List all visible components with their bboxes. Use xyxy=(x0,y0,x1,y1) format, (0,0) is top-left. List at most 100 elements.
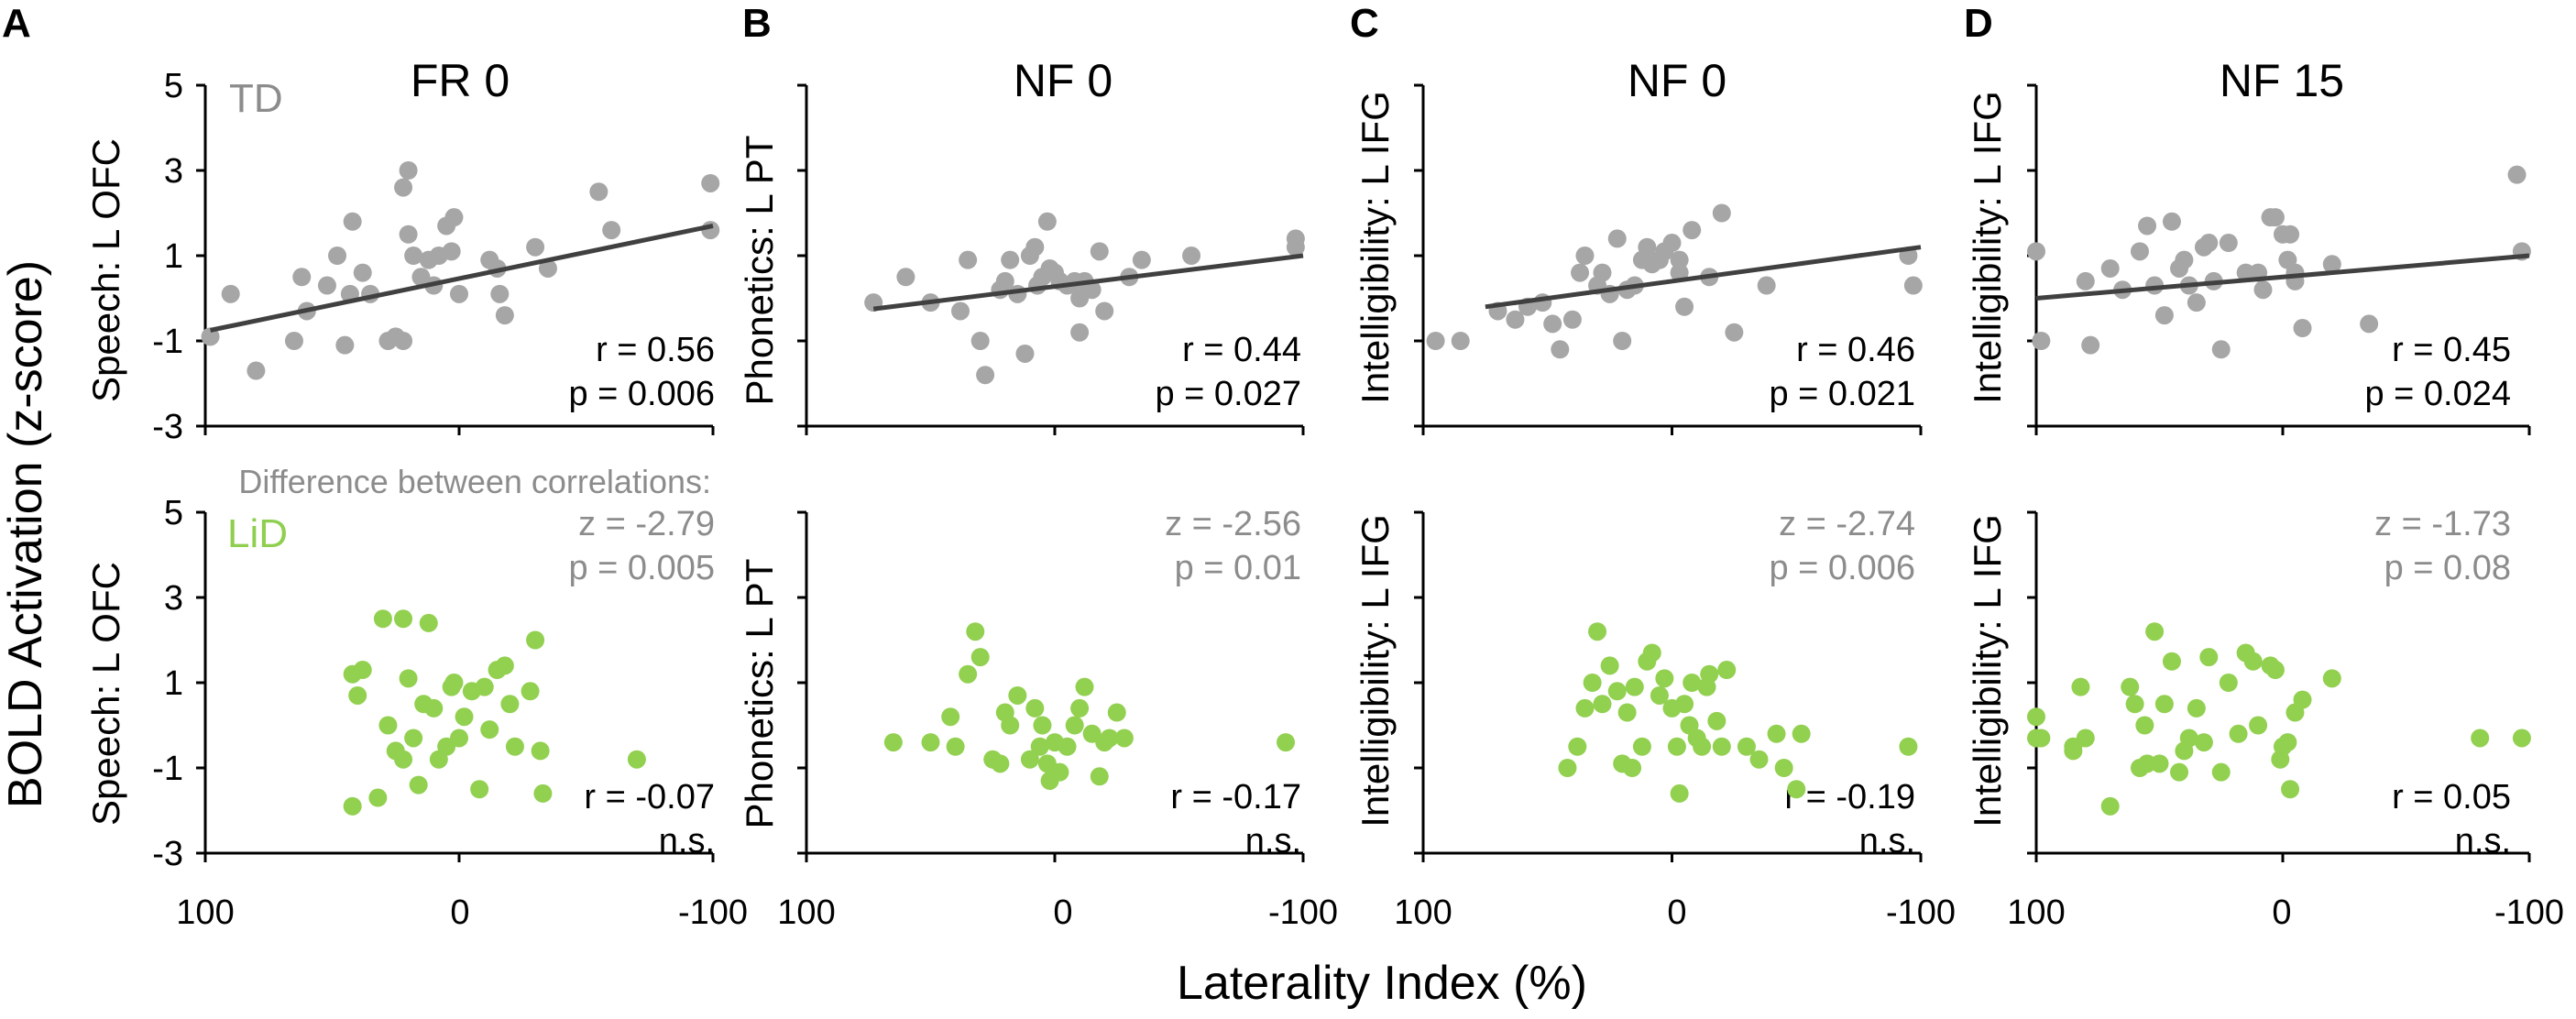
regression-line xyxy=(2035,253,2530,301)
lid-stat-ns: n.s. xyxy=(1245,822,1301,860)
td-data-point xyxy=(1725,323,1744,342)
lid-data-point xyxy=(970,648,990,667)
td-data-point xyxy=(1638,237,1657,257)
lid-data-point xyxy=(2121,677,2140,696)
td-data-point xyxy=(1001,250,1020,269)
lid-data-point xyxy=(444,674,464,692)
td-data-point xyxy=(201,327,220,346)
td-data-point xyxy=(1575,247,1595,265)
lid-data-point xyxy=(966,622,985,641)
y-axis-label-bottom: Intelligibility: L IFG xyxy=(1354,514,1397,827)
y-axis-label-top: Intelligibility: L IFG xyxy=(1966,91,2009,404)
td-data-point xyxy=(1037,212,1057,231)
td-stat-r: r = 0.44 xyxy=(1182,331,1301,369)
lid-data-point xyxy=(505,737,524,756)
panel-title: NF 15 xyxy=(2220,55,2344,106)
y-ticks-top: 5 3 1 -1 -3 xyxy=(152,67,183,446)
lid-data-point xyxy=(419,613,438,632)
lid-data-point xyxy=(1787,780,1806,799)
td-data-point xyxy=(2076,271,2095,290)
lid-data-point xyxy=(1693,737,1712,756)
lid-data-point xyxy=(1568,737,1587,756)
td-data-point xyxy=(701,173,720,192)
td-data-point xyxy=(1025,237,1045,257)
td-data-point xyxy=(284,332,303,350)
diff-stat-p: p = 0.08 xyxy=(2384,549,2511,587)
td-stat-p: p = 0.006 xyxy=(568,375,715,413)
lid-data-point xyxy=(2199,648,2219,667)
lid-data-point xyxy=(1075,677,1094,696)
td-data-point xyxy=(1090,242,1109,261)
td-stat-r: r = 0.45 xyxy=(2392,331,2511,369)
x-tick-label: 0 xyxy=(1053,893,1072,932)
td-data-point xyxy=(404,247,423,265)
td-data-point xyxy=(701,221,720,240)
regression-line xyxy=(210,224,714,333)
lid-data-point xyxy=(1617,703,1637,722)
regression-line xyxy=(872,253,1304,312)
y-tick-label: 3 xyxy=(164,152,183,191)
td-data-point xyxy=(221,284,240,303)
lid-data-point xyxy=(941,707,960,727)
lid-data-point xyxy=(1625,677,1644,696)
td-data-point xyxy=(1593,263,1612,282)
lid-data-point xyxy=(1033,716,1052,735)
td-data-point xyxy=(2154,306,2174,325)
diff-stat-z: z = -2.74 xyxy=(1779,505,1915,543)
lid-data-point xyxy=(1774,759,1793,777)
y-axis-label-bottom: Intelligibility: L IFG xyxy=(1966,514,2009,827)
lid-data-point xyxy=(1001,716,1020,735)
lid-data-point xyxy=(2229,724,2248,743)
lid-data-point xyxy=(2271,750,2290,769)
td-data-point xyxy=(1683,221,1702,240)
td-data-point xyxy=(1712,203,1731,223)
td-data-point xyxy=(2130,242,2149,261)
lid-data-point xyxy=(470,780,489,799)
lid-data-point xyxy=(1749,750,1769,769)
lid-stat-ns: n.s. xyxy=(1859,822,1915,860)
y-tick-label: -1 xyxy=(152,750,183,788)
lid-data-point xyxy=(1575,698,1595,718)
td-data-point xyxy=(394,332,413,350)
lid-data-point xyxy=(373,609,392,629)
td-data-point xyxy=(2027,242,2045,261)
lid-data-point xyxy=(1008,685,1027,705)
lid-data-point xyxy=(531,741,550,761)
td-data-point xyxy=(442,242,461,261)
lid-data-point xyxy=(2076,729,2095,748)
lid-data-point xyxy=(959,664,978,684)
td-data-point xyxy=(2507,165,2527,184)
td-data-point xyxy=(1082,280,1102,300)
lid-data-point xyxy=(1899,737,1918,756)
lid-stat-r: r = -0.19 xyxy=(1784,778,1915,816)
td-data-point xyxy=(526,237,545,257)
lid-data-point xyxy=(1114,729,1134,748)
panel-c: C NF 0 Intelligibility: L IFG Intelligib… xyxy=(1350,1,1956,932)
td-data-point xyxy=(2100,258,2120,278)
td-data-point xyxy=(951,301,970,321)
lid-data-point xyxy=(2145,622,2165,641)
lid-data-point xyxy=(1712,737,1731,756)
lid-data-point xyxy=(450,729,468,748)
td-data-point xyxy=(495,306,514,325)
lid-data-point xyxy=(394,750,413,769)
td-data-point xyxy=(1506,310,1525,329)
y-tick-label: 5 xyxy=(164,67,183,105)
td-data-point xyxy=(970,332,990,350)
x-tick-label: 100 xyxy=(176,893,234,932)
td-data-point xyxy=(2219,234,2238,253)
lid-data-point xyxy=(2265,661,2285,680)
td-data-point xyxy=(399,225,418,244)
y-axis-label-bottom: Phonetics: L PT xyxy=(738,559,781,829)
lid-data-point xyxy=(2154,695,2174,714)
lid-data-point xyxy=(399,669,418,688)
td-data-point xyxy=(602,221,621,240)
td-data-point xyxy=(2211,340,2231,359)
td-data-point xyxy=(1426,332,1445,350)
td-data-point xyxy=(1182,247,1201,265)
lid-data-point xyxy=(2281,780,2300,799)
y-axis-label-top: Phonetics: L PT xyxy=(738,136,781,406)
td-data-point xyxy=(1095,301,1114,321)
td-stat-p: p = 0.021 xyxy=(1769,375,1915,413)
x-tick-label: -100 xyxy=(2494,893,2564,932)
